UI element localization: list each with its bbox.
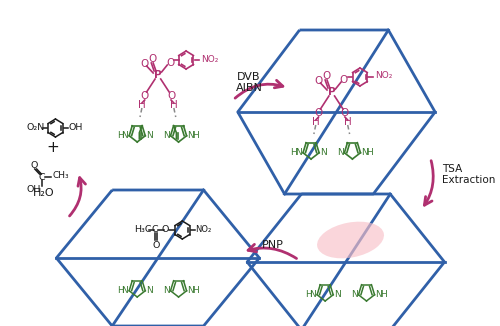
Text: O₂N: O₂N: [26, 124, 44, 132]
Text: AIBN: AIBN: [236, 83, 262, 93]
Text: PNP: PNP: [262, 240, 283, 250]
Text: +: +: [46, 140, 59, 155]
Text: N: N: [351, 290, 358, 299]
Text: P: P: [328, 87, 336, 97]
Text: N: N: [376, 290, 382, 299]
Text: H: H: [312, 117, 320, 127]
Text: H: H: [192, 131, 199, 140]
Text: H: H: [117, 131, 123, 140]
Text: O: O: [152, 241, 160, 249]
Text: N: N: [334, 290, 341, 299]
Text: H: H: [344, 117, 352, 127]
Text: O: O: [341, 108, 349, 118]
Text: O: O: [140, 59, 149, 69]
Text: P: P: [154, 70, 162, 80]
Text: H: H: [192, 286, 199, 295]
Text: O: O: [314, 76, 322, 86]
Text: NO₂: NO₂: [375, 71, 392, 81]
Text: N: N: [310, 290, 316, 299]
Text: N: N: [122, 131, 128, 140]
Text: N: N: [188, 131, 194, 140]
Text: N: N: [296, 148, 302, 157]
Text: H₂O: H₂O: [34, 188, 55, 198]
Text: H: H: [290, 148, 298, 157]
Text: O: O: [140, 91, 149, 101]
Text: O: O: [167, 91, 175, 101]
Text: TSA: TSA: [442, 164, 462, 174]
Text: O: O: [322, 71, 330, 81]
Text: O: O: [166, 58, 174, 68]
Text: NO₂: NO₂: [201, 54, 218, 64]
Text: N: N: [320, 148, 327, 157]
Text: CH₃: CH₃: [52, 171, 70, 181]
Text: DVB: DVB: [238, 72, 261, 82]
Text: C: C: [152, 226, 158, 234]
Text: H: H: [380, 290, 387, 299]
Text: N: N: [146, 286, 153, 295]
Text: H: H: [170, 100, 177, 110]
Text: O: O: [162, 226, 169, 234]
Text: N: N: [163, 131, 170, 140]
Text: OH: OH: [68, 124, 83, 132]
Text: H: H: [138, 100, 146, 110]
Ellipse shape: [317, 222, 384, 258]
Text: O: O: [30, 161, 38, 170]
Text: H: H: [117, 286, 123, 295]
Text: N: N: [336, 148, 344, 157]
Text: N: N: [163, 286, 170, 295]
Text: OH: OH: [27, 185, 42, 194]
Text: O: O: [314, 108, 322, 118]
Text: Extraction: Extraction: [442, 175, 495, 185]
Text: O: O: [340, 75, 348, 85]
Text: O: O: [148, 54, 156, 64]
Text: NO₂: NO₂: [196, 225, 212, 233]
Text: H₃C: H₃C: [134, 226, 152, 234]
Text: N: N: [362, 148, 368, 157]
Text: N: N: [188, 286, 194, 295]
Text: N: N: [122, 286, 128, 295]
Text: H: H: [366, 148, 373, 157]
Text: H: H: [304, 290, 312, 299]
Text: C: C: [39, 172, 46, 182]
Text: N: N: [146, 131, 153, 140]
